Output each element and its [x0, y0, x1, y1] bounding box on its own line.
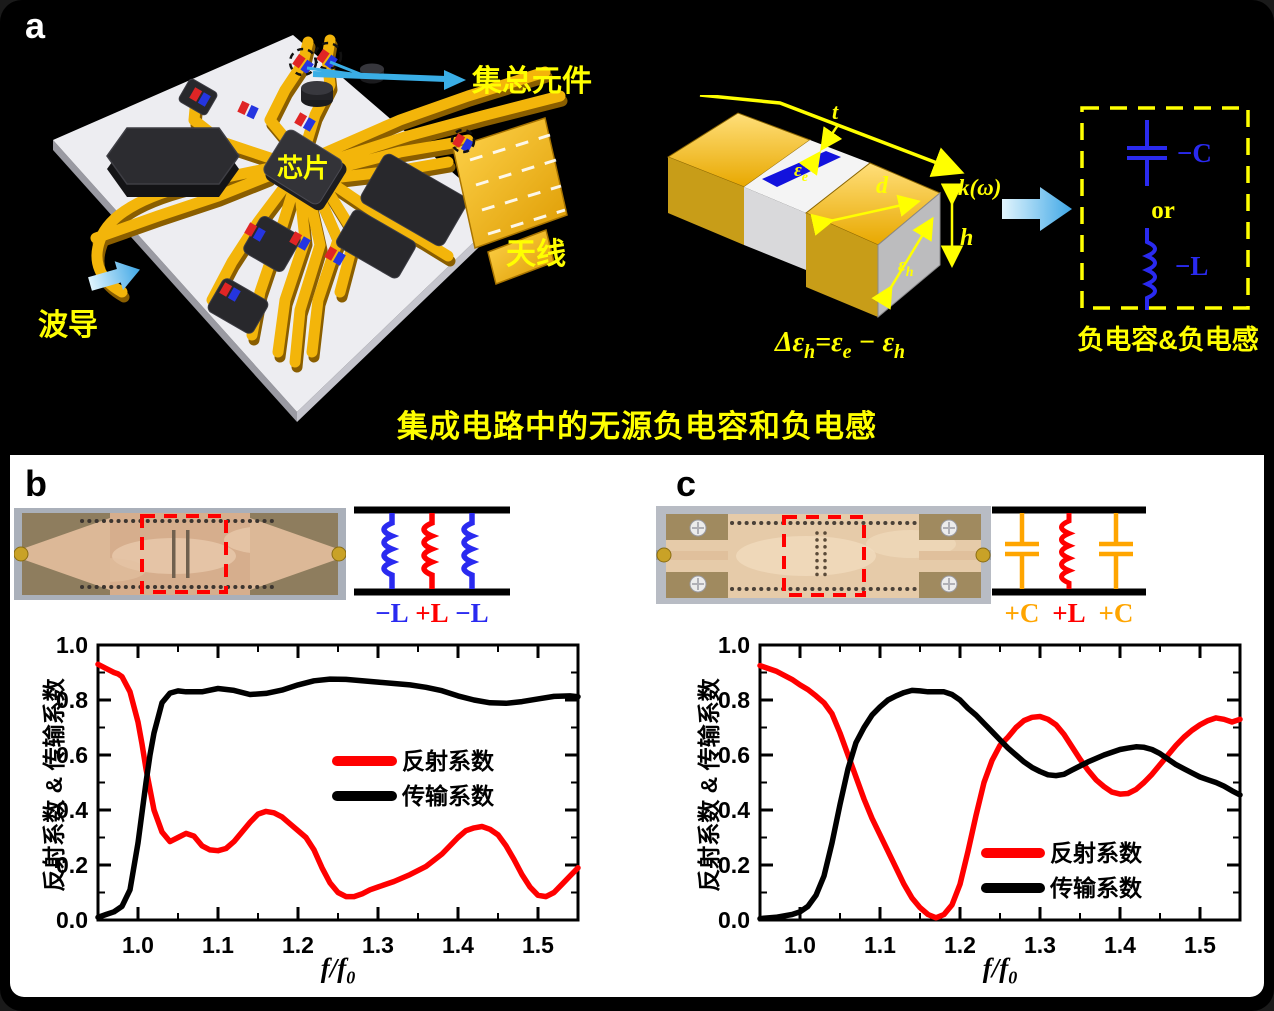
inductor-icon — [421, 513, 440, 589]
svg-text:1.5: 1.5 — [1184, 932, 1216, 958]
panel-b-chart: 1.0 1.1 1.2 1.3 1.4 1.5 0.0 0.2 0.4 0.6 0.8 1.0 反射系… — [56, 632, 581, 958]
capacitor-icon — [1099, 513, 1133, 589]
svg-text:0.0: 0.0 — [718, 907, 750, 933]
waveguide-arrow — [88, 261, 140, 291]
roi-dashed-box — [782, 515, 866, 597]
dark-components — [106, 63, 468, 334]
panel-b-label: b — [25, 463, 47, 504]
svg-text:1.0: 1.0 — [56, 632, 88, 658]
eps-e-label: εe — [794, 160, 808, 185]
capacitor-icon — [1005, 513, 1039, 589]
inductor-icon — [381, 513, 400, 589]
chart-c-xlabel: f/f0 — [982, 953, 1018, 988]
corner-screws — [689, 519, 958, 593]
schematic-label: −L — [455, 598, 488, 628]
svg-text:0.6: 0.6 — [56, 742, 88, 768]
svg-text:1.1: 1.1 — [202, 932, 234, 958]
svg-text:0.0: 0.0 — [56, 907, 88, 933]
delta-eps-formula: Δεh=εe − εh — [774, 327, 905, 363]
slot-2 — [186, 530, 190, 578]
chart-c-ylabel: 反射系数 & 传输系数 — [696, 678, 722, 892]
svg-text:1.3: 1.3 — [1024, 932, 1056, 958]
svg-text:1.0: 1.0 — [784, 932, 816, 958]
antenna-label: 天线 — [506, 238, 566, 271]
sma-connector-left — [14, 546, 29, 562]
thickness-t-label: t — [832, 99, 839, 124]
legend-label-reflection: 反射系数 — [1050, 840, 1143, 866]
schematic-label: −L — [375, 598, 408, 628]
dashed-box-outline — [1080, 106, 1250, 310]
antenna-structure — [452, 117, 568, 286]
legend-label-transmission: 传输系数 — [401, 783, 495, 809]
chart-b-plot-area: 1.0 1.1 1.2 1.3 1.4 1.5 0.0 0.2 0.4 0.6 0.8 1.0 — [56, 632, 581, 958]
svg-text:1.3: 1.3 — [362, 932, 394, 958]
chip: 芯片 — [263, 129, 347, 211]
chart-c-legend: 反射系数 传输系数 — [981, 840, 1143, 901]
svg-text:1.1: 1.1 — [864, 932, 896, 958]
lumped-annotation-arrow — [306, 60, 466, 90]
panel-c-schematic: +C +L +C — [992, 506, 1146, 628]
panel-b-schematic: −L +L −L — [354, 506, 510, 628]
equivalent-circuit-box: −C or −L — [1080, 106, 1250, 310]
roi-dashed-box — [140, 514, 228, 594]
svg-text:0.8: 0.8 — [56, 687, 88, 713]
schematic-label: +L — [1052, 598, 1085, 628]
lumped-elements-label: 集总元件 — [471, 65, 592, 98]
chip-label: 芯片 — [277, 153, 329, 183]
neg-l-label: −L — [1175, 251, 1208, 281]
sma-connector-right — [331, 546, 346, 562]
dashed-highlight-circles — [288, 41, 476, 154]
svg-text:1.5: 1.5 — [522, 932, 554, 958]
transform-arrow-icon — [1002, 187, 1072, 231]
negative-capacitor-icon — [1127, 120, 1167, 186]
waveguide-label: 波导 — [38, 309, 98, 342]
width-d-label: d — [876, 173, 889, 199]
neg-c-label: −C — [1177, 138, 1212, 168]
sma-connector-left — [656, 547, 672, 563]
legend-label-reflection: 反射系数 — [402, 748, 495, 774]
svg-text:0.8: 0.8 — [718, 687, 750, 713]
svg-text:1.0: 1.0 — [718, 632, 750, 658]
center-via-column — [815, 531, 827, 582]
eps-h-label: εh — [898, 255, 914, 280]
panel-a-board-illustration: 芯片 集总元件 天线 波导 — [38, 0, 592, 422]
svg-text:0.2: 0.2 — [56, 852, 88, 878]
chart-c-plot-area: 1.0 1.1 1.2 1.3 1.4 1.5 0.0 0.2 0.4 0.6 0.8 1.0 — [718, 632, 1243, 958]
panel-b-device-photo — [14, 508, 346, 600]
chart-b-legend: 反射系数 传输系数 — [332, 748, 495, 809]
panel-a-label: a — [25, 5, 46, 46]
panel-c-chart: 1.0 1.1 1.2 1.3 1.4 1.5 0.0 0.2 0.4 0.6 0.8 1.0 反射系… — [718, 632, 1243, 958]
schematic-label: +C — [1099, 598, 1134, 628]
slot-1 — [172, 530, 176, 578]
chart-b-xlabel: f/f0 — [320, 953, 356, 988]
or-label: or — [1151, 197, 1175, 224]
negative-inductor-icon — [1142, 228, 1157, 310]
panel-a-caption: 集成电路中的无源负电容和负电感 — [397, 409, 877, 444]
svg-text:0.6: 0.6 — [718, 742, 750, 768]
panel-a-block-diagram: t d h k(ω) εe εh Δεh=εe − εh — [666, 95, 1001, 363]
panel-c-label: c — [676, 463, 697, 504]
svg-text:1.2: 1.2 — [944, 932, 976, 958]
block-3d-shapes — [666, 112, 941, 319]
neg-cap-ind-caption: 负电容&负电感 — [1077, 325, 1259, 355]
sma-connector-right — [975, 547, 991, 563]
inductor-icon — [461, 513, 480, 589]
svg-text:1.4: 1.4 — [442, 932, 474, 958]
k-omega-label: k(ω) — [958, 175, 1001, 200]
legend-label-transmission: 传输系数 — [1049, 875, 1143, 901]
height-h-label: h — [960, 225, 973, 251]
schematic-label: +C — [1005, 598, 1040, 628]
svg-text:1.0: 1.0 — [122, 932, 154, 958]
svg-text:1.4: 1.4 — [1104, 932, 1136, 958]
panel-c-device-photo — [656, 506, 991, 604]
chart-b-ylabel: 反射系数 & 传输系数 — [41, 678, 67, 892]
schematic-label: +L — [415, 598, 448, 628]
svg-text:0.4: 0.4 — [56, 797, 88, 823]
svg-text:0.2: 0.2 — [718, 852, 750, 878]
inductor-icon — [1059, 513, 1076, 589]
dimension-annotations — [699, 95, 965, 310]
svg-text:0.4: 0.4 — [718, 797, 750, 823]
svg-text:1.2: 1.2 — [282, 932, 314, 958]
